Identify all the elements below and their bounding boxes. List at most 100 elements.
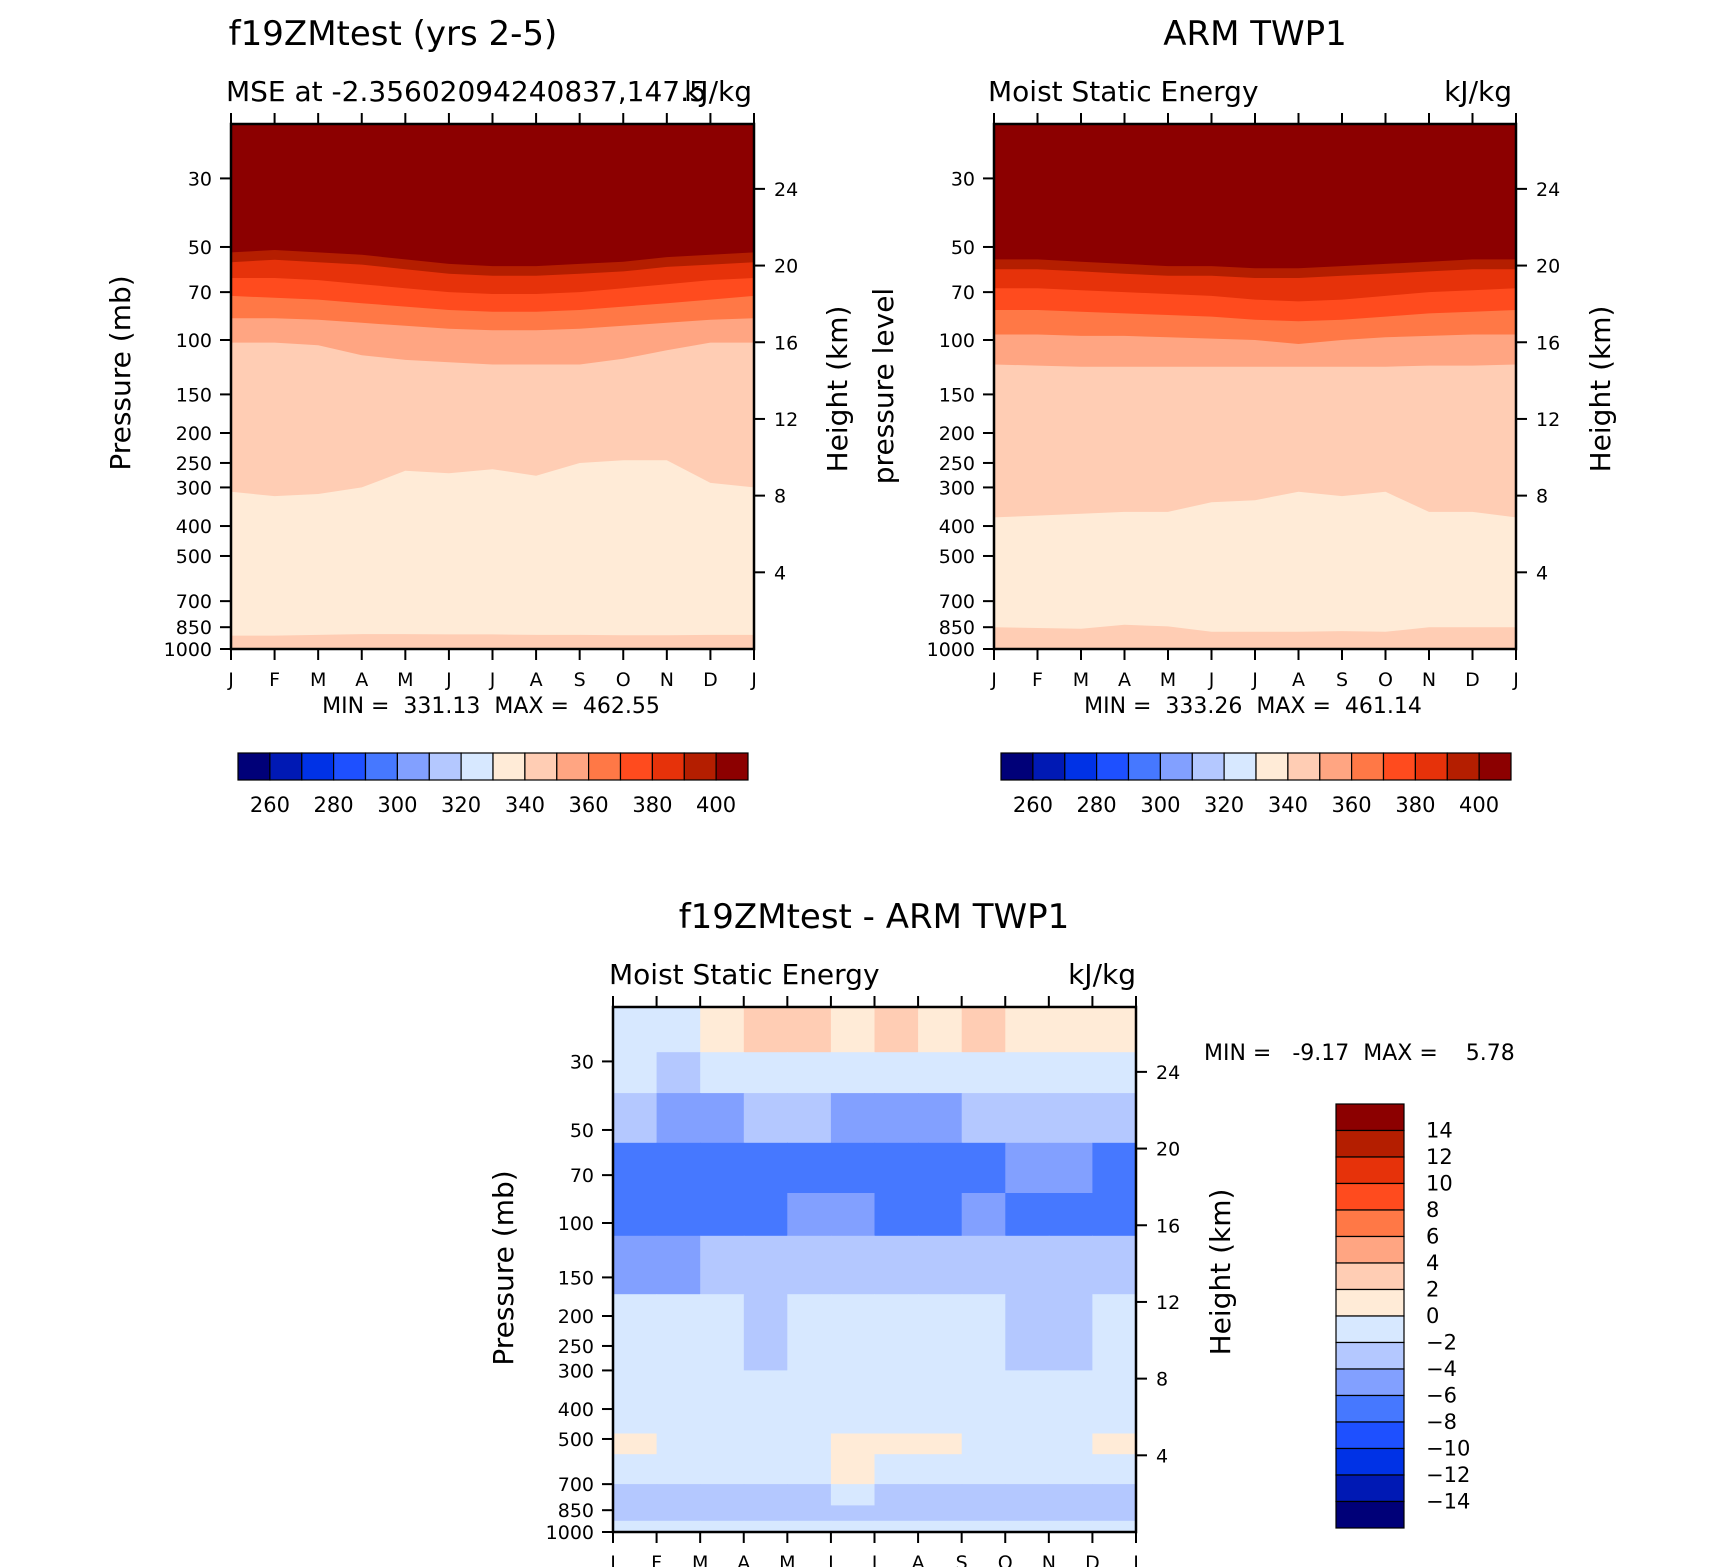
colorbar: 260 280 300 320 340 360 380 400: [1000, 752, 1512, 817]
contour-cell: [830, 1484, 876, 1506]
contour-cell: [743, 1142, 788, 1194]
contour-cell: [787, 1484, 832, 1506]
colorbar-label: 300: [1140, 793, 1180, 817]
x-tick-label: M: [1160, 669, 1176, 691]
contour-band: [231, 124, 754, 267]
y-right-tick-label: 16: [1156, 1215, 1180, 1237]
contour-cell: [1005, 1454, 1050, 1485]
contour-cell: [700, 1093, 745, 1144]
x-tick-label: J: [1208, 669, 1215, 691]
contour-cell: [918, 1193, 963, 1237]
min-max-stats: MIN = -9.17 MAX = 5.78: [1204, 1041, 1515, 1066]
y-right-tick-label: 20: [1536, 256, 1560, 278]
contour-cell: [1005, 1484, 1050, 1506]
contour-cell: [961, 1294, 1006, 1371]
colorbar-box: [1255, 752, 1289, 781]
contour-cell: [1048, 1484, 1093, 1506]
contour-cell: [613, 1142, 658, 1194]
contour-cell: [874, 1294, 919, 1371]
y-right-tick-label: 4: [774, 562, 786, 584]
contour-cell: [830, 1370, 876, 1435]
colorbar-box: [1478, 752, 1512, 781]
contour-cell: [656, 1193, 701, 1237]
x-tick-label: O: [616, 669, 631, 691]
x-tick-label: S: [956, 1552, 968, 1567]
contour-cell: [1048, 1093, 1093, 1144]
colorbar-label: 300: [377, 793, 417, 817]
y-right-tick-label: 16: [1536, 332, 1560, 354]
min-max-stats: MIN = 331.13 MAX = 462.55: [322, 694, 660, 719]
y-tick-label: 300: [176, 477, 212, 499]
y-right-tick-label: 24: [1536, 179, 1560, 201]
x-tick-label: N: [1422, 669, 1436, 691]
contour-cell: [613, 1520, 658, 1532]
x-tick-label: N: [660, 669, 674, 691]
contour-cell: [1005, 1193, 1050, 1237]
contour-cell: [961, 1433, 1006, 1455]
contour-cell: [700, 1193, 745, 1237]
colorbar-box: [1032, 752, 1066, 781]
x-tick-label: S: [574, 669, 586, 691]
contour-cell: [613, 1484, 658, 1506]
contour-cell: [613, 1505, 658, 1522]
contour-cell: [830, 1142, 876, 1194]
contour-cell: [830, 1505, 876, 1522]
panel-title: ARM TWP1: [1163, 14, 1347, 54]
colorbar-box: [1335, 1368, 1405, 1397]
contour-cell: [874, 1235, 919, 1295]
y-tick-label: 1000: [164, 639, 212, 661]
contour-cell: [1048, 1505, 1093, 1522]
x-tick-label: J: [750, 669, 757, 691]
contour-cell: [961, 1007, 1006, 1053]
contour-cell: [613, 1294, 658, 1371]
contour-cell: [1005, 1505, 1050, 1522]
colorbar-box: [492, 752, 526, 781]
colorbar-box: [1335, 1103, 1405, 1132]
contour-cell: [613, 1007, 658, 1053]
panel-subtitle-left: Moist Static Energy: [988, 75, 1259, 108]
colorbar-label: 380: [632, 793, 672, 817]
y-tick-label: 850: [176, 617, 212, 639]
contour-cell: [1005, 1093, 1050, 1144]
contour-cell: [743, 1052, 788, 1094]
contour-cell: [918, 1370, 963, 1435]
contour-cell: [1048, 1370, 1093, 1435]
contour-cell: [613, 1454, 658, 1485]
y-tick-label: 250: [176, 453, 212, 475]
y-axis-label-right: Height (km): [1204, 1189, 1237, 1356]
colorbar-label: 14: [1426, 1119, 1453, 1143]
y-right-tick-label: 8: [774, 486, 786, 508]
contour-cell: [1048, 1294, 1093, 1371]
x-tick-label: N: [1042, 1552, 1056, 1567]
colorbar-box: [1335, 1209, 1405, 1238]
contour-cell: [787, 1505, 832, 1522]
contour-cell: [743, 1454, 788, 1485]
colorbar-box: [1335, 1315, 1405, 1344]
contour-cell: [1005, 1370, 1050, 1435]
contour-cell: [700, 1007, 745, 1053]
contour-cell: [743, 1007, 788, 1053]
y-tick-label: 500: [176, 546, 212, 568]
contour-cell: [743, 1505, 788, 1522]
colorbar-label: −6: [1426, 1384, 1457, 1408]
colorbar-label: 360: [1332, 793, 1372, 817]
colorbar-box: [333, 752, 367, 781]
contour-cell: [787, 1142, 832, 1194]
colorbar-box: [1382, 752, 1416, 781]
y-right-tick-label: 8: [1536, 486, 1548, 508]
colorbar-label: 400: [696, 793, 736, 817]
contour-cell: [830, 1294, 876, 1371]
x-tick-label: O: [1378, 669, 1393, 691]
colorbar-box: [1191, 752, 1225, 781]
contour-cell: [1048, 1007, 1093, 1053]
contour-cell: [700, 1433, 745, 1455]
colorbar-box: [1223, 752, 1257, 781]
contour-cell: [874, 1505, 919, 1522]
y-tick-label: 30: [188, 168, 212, 190]
colorbar-box: [1335, 1421, 1405, 1450]
contour-cell: [700, 1505, 745, 1522]
x-tick-label: A: [530, 669, 543, 691]
contour-cell: [918, 1520, 963, 1532]
contour-cell: [656, 1235, 701, 1295]
colorbar-box: [1127, 752, 1161, 781]
